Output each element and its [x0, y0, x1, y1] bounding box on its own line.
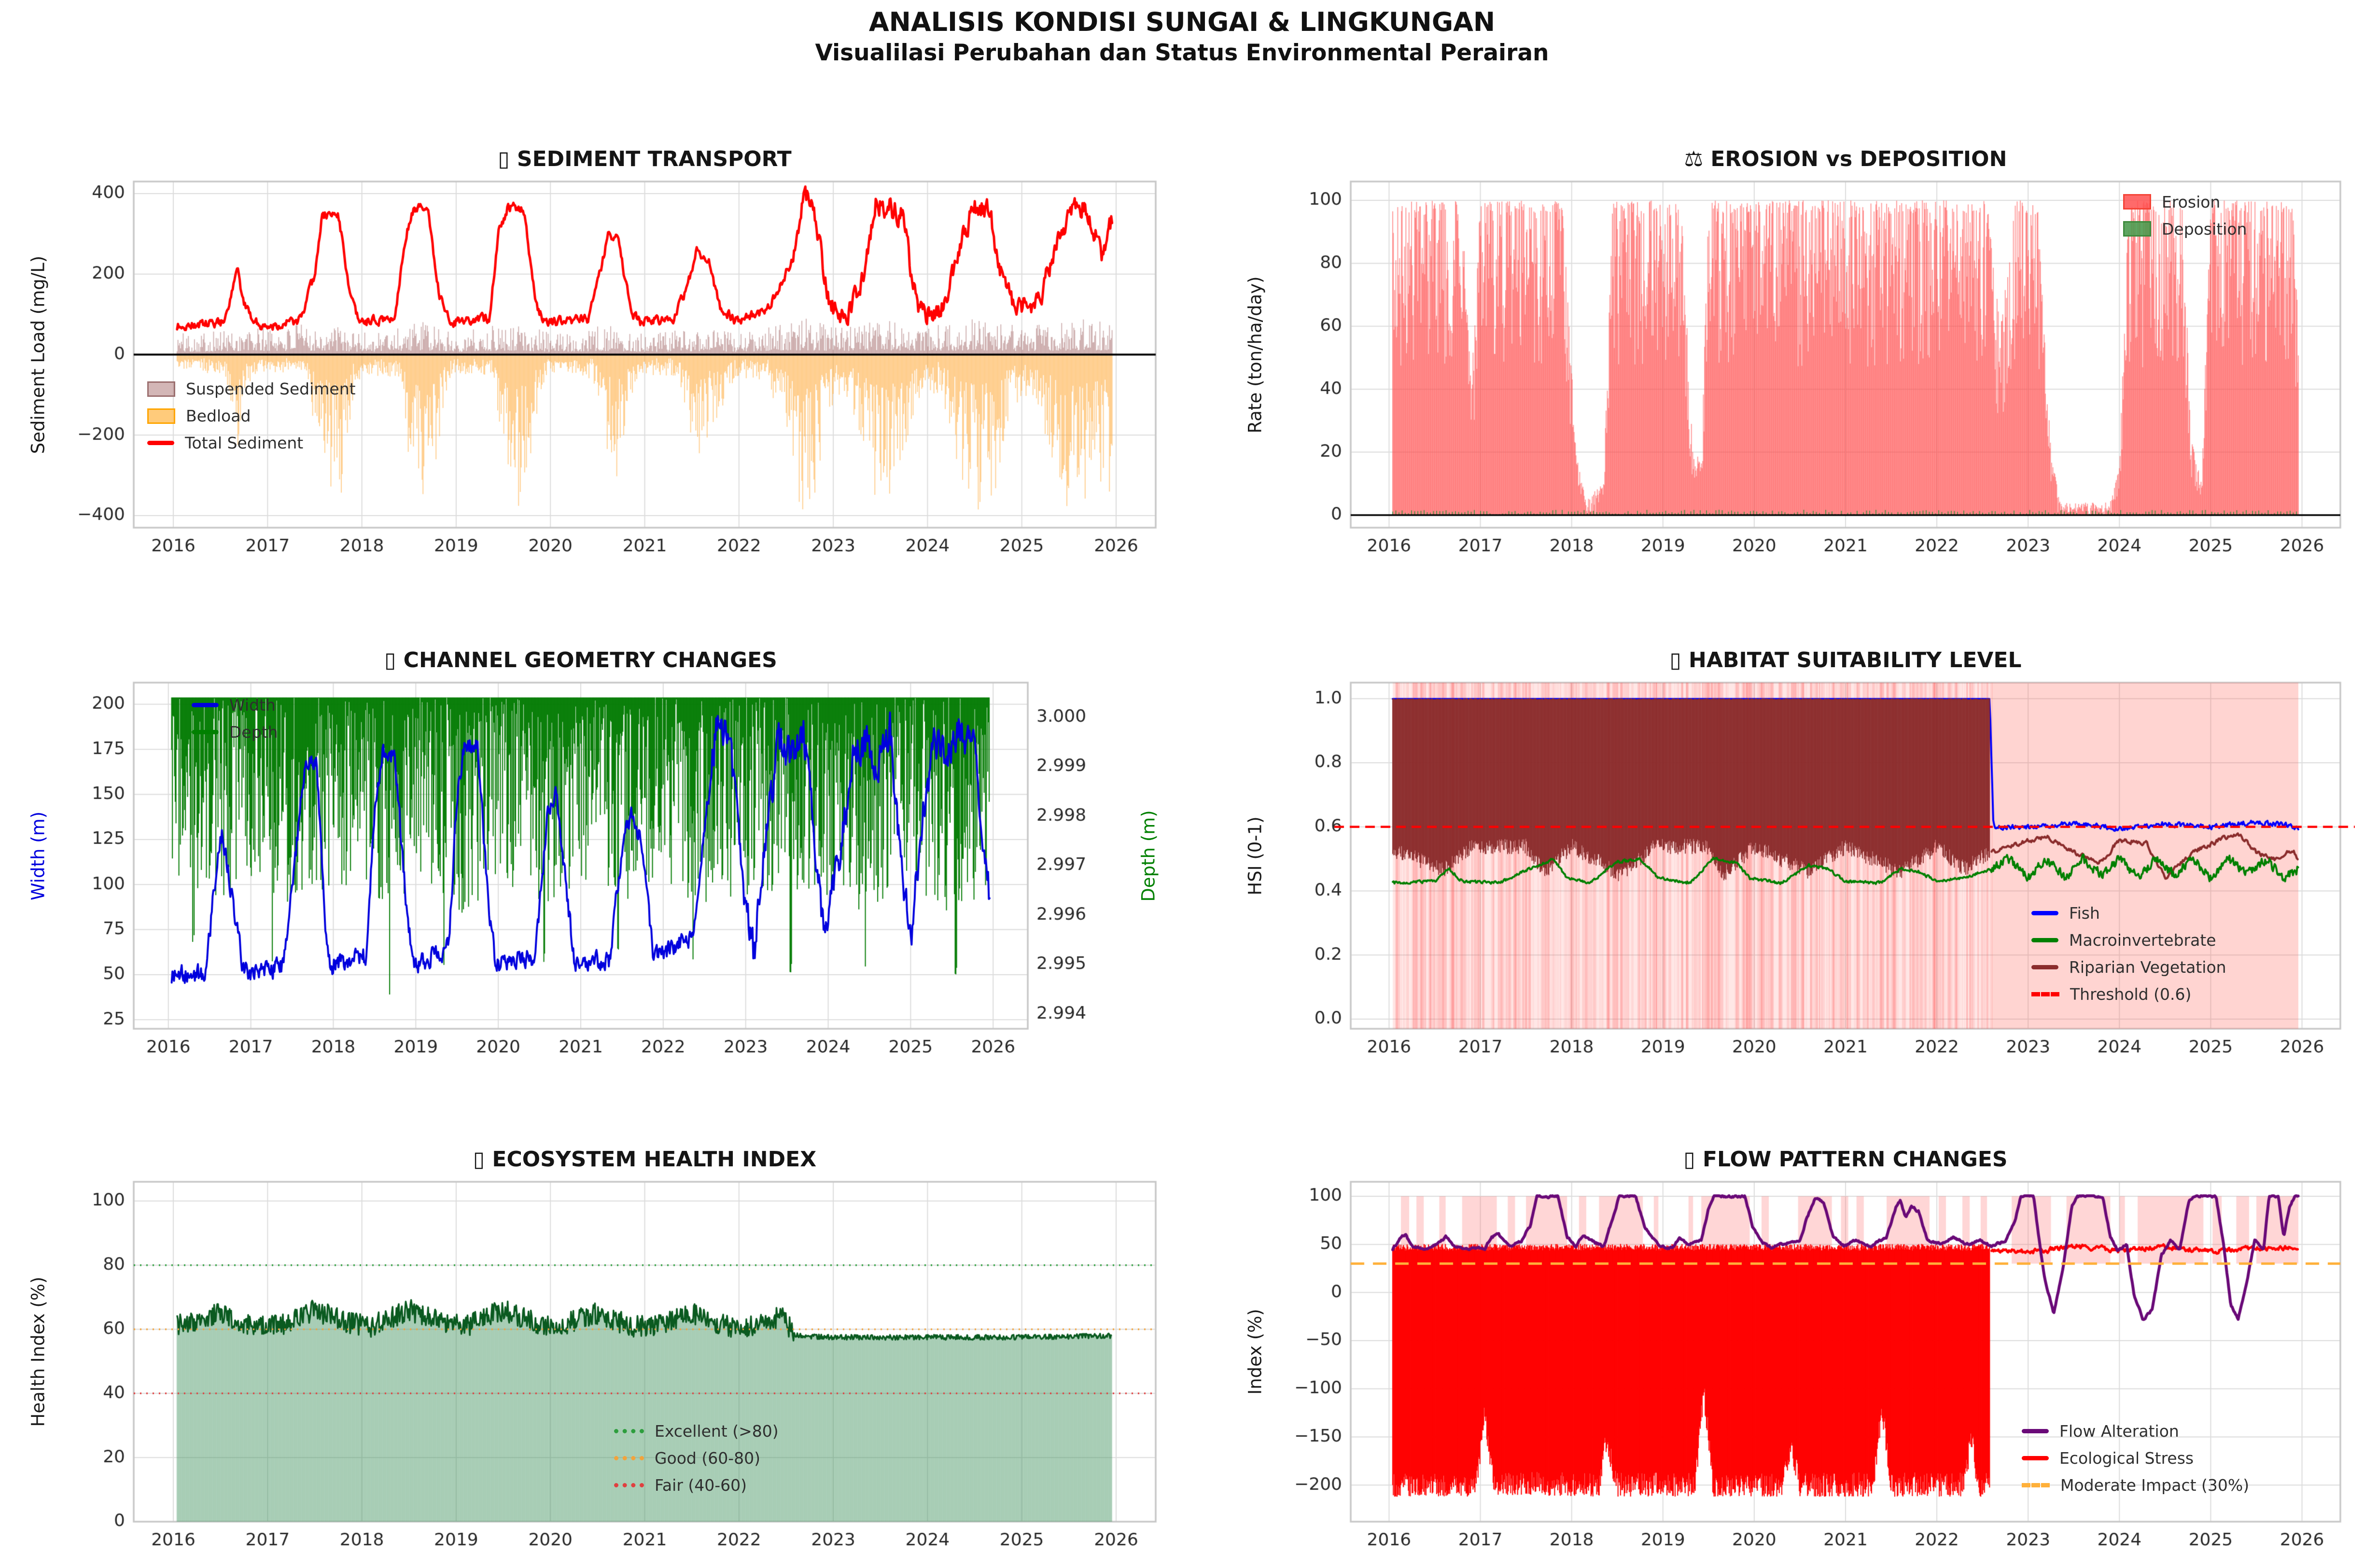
- legend-label: Suspended Sediment: [186, 379, 356, 399]
- legend-swatch-dotted-icon: [614, 1428, 644, 1433]
- figure-title: ANALISIS KONDISI SUNGAI & LINGKUNGAN: [868, 7, 1496, 37]
- plot-canvas-habitat-suitability: [1206, 676, 2355, 1073]
- legend-swatch-dashed-icon: [2031, 992, 2059, 996]
- legend-erosion-deposition: Erosion Deposition: [2123, 188, 2247, 242]
- legend-item: Flow Alteration: [2022, 1417, 2249, 1444]
- legend-label: Moderate Impact (30%): [2060, 1475, 2250, 1495]
- legend-swatch-patch-icon: [2123, 221, 2151, 237]
- legend-label: Fair (40-60): [654, 1475, 747, 1495]
- legend-label: Depth: [229, 722, 278, 742]
- legend-label: Riparian Vegetation: [2069, 957, 2226, 977]
- legend-label: Ecological Stress: [2059, 1448, 2194, 1468]
- panel-channel-geometry: ▯ CHANNEL GEOMETRY CHANGES Width (m) Dep…: [11, 646, 1185, 1073]
- plot-canvas-channel-geometry: [11, 676, 1185, 1073]
- legend-item: Fish: [2031, 899, 2226, 926]
- legend-item: Ecological Stress: [2022, 1444, 2249, 1471]
- legend-swatch-line-icon: [192, 702, 219, 707]
- legend-item: Good (60-80): [614, 1444, 779, 1471]
- panel-habitat-suitability: ▯ HABITAT SUITABILITY LEVEL HSI (0-1) Fi…: [1206, 646, 2355, 1073]
- legend-item: Width: [192, 691, 278, 718]
- legend-swatch-line-icon: [192, 729, 219, 734]
- panel-title-sediment-transport: ▯ SEDIMENT TRANSPORT: [498, 147, 792, 171]
- legend-swatch-patch-icon: [2123, 194, 2151, 210]
- panel-title-habitat-suitability: ▯ HABITAT SUITABILITY LEVEL: [1669, 648, 2022, 672]
- legend-item: Suspended Sediment: [147, 376, 356, 403]
- legend-item: Riparian Vegetation: [2031, 953, 2226, 980]
- legend-item: Excellent (>80): [614, 1417, 779, 1444]
- legend-swatch-dotted-icon: [614, 1483, 644, 1487]
- legend-swatch-dotted-icon: [614, 1456, 644, 1460]
- panel-title-channel-geometry: ▯ CHANNEL GEOMETRY CHANGES: [384, 648, 777, 672]
- plot-canvas-ecosystem-health: [11, 1175, 1185, 1566]
- panel-title-erosion-deposition: ⚖ EROSION vs DEPOSITION: [1684, 147, 2007, 171]
- legend-label: Excellent (>80): [654, 1421, 779, 1441]
- plot-canvas-flow-pattern: [1206, 1175, 2355, 1566]
- plot-canvas-sediment-transport: [11, 175, 1185, 572]
- legend-swatch-line-icon: [2022, 1428, 2049, 1433]
- legend-swatch-line-icon: [2031, 938, 2058, 942]
- legend-ecosystem-health: Excellent (>80) Good (60-80) Fair (40-60): [614, 1417, 779, 1498]
- legend-label: Threshold (0.6): [2070, 984, 2192, 1004]
- legend-label: Erosion: [2162, 192, 2221, 211]
- legend-item: Moderate Impact (30%): [2022, 1471, 2249, 1498]
- legend-label: Deposition: [2162, 219, 2247, 238]
- legend-flow-pattern: Flow Alteration Ecological Stress Moderate…: [2022, 1417, 2249, 1498]
- legend-swatch-patch-icon: [147, 381, 175, 397]
- legend-label: Bedload: [186, 406, 251, 426]
- legend-item: Deposition: [2123, 215, 2247, 242]
- panel-sediment-transport: ▯ SEDIMENT TRANSPORT Sediment Load (mg/L…: [11, 145, 1185, 572]
- legend-label: Fish: [2069, 903, 2100, 923]
- legend-label: Good (60-80): [654, 1448, 761, 1468]
- legend-swatch-line-icon: [2031, 965, 2058, 969]
- legend-channel-geometry: Width Depth: [192, 691, 278, 745]
- legend-swatch-dashed-icon: [2022, 1483, 2050, 1487]
- panel-ecosystem-health: ▯ ECOSYSTEM HEALTH INDEX Health Index (%…: [11, 1145, 1185, 1566]
- legend-item: Depth: [192, 718, 278, 745]
- legend-label: Flow Alteration: [2059, 1421, 2179, 1441]
- legend-label: Total Sediment: [185, 434, 304, 453]
- panel-flow-pattern: ▯ FLOW PATTERN CHANGES Index (%) Flow Al…: [1206, 1145, 2355, 1566]
- legend-swatch-line-icon: [2031, 910, 2058, 915]
- legend-item: Erosion: [2123, 188, 2247, 215]
- legend-item: Threshold (0.6): [2031, 980, 2226, 1008]
- legend-label: Macroinvertebrate: [2069, 930, 2216, 950]
- panel-erosion-deposition: ⚖ EROSION vs DEPOSITION Rate (ton/ha/day…: [1206, 145, 2355, 572]
- legend-item: Macroinvertebrate: [2031, 926, 2226, 953]
- panel-title-flow-pattern: ▯ FLOW PATTERN CHANGES: [1683, 1147, 2008, 1172]
- legend-item: Fair (40-60): [614, 1471, 779, 1498]
- figure-subtitle: Visualilasi Perubahan dan Status Environ…: [815, 40, 1549, 66]
- legend-item: Total Sediment: [147, 430, 356, 457]
- panel-title-ecosystem-health: ▯ ECOSYSTEM HEALTH INDEX: [473, 1147, 817, 1172]
- legend-swatch-line-icon: [147, 441, 174, 446]
- legend-swatch-patch-icon: [147, 408, 175, 424]
- plot-canvas-erosion-deposition: [1206, 175, 2355, 572]
- legend-item: Bedload: [147, 403, 356, 430]
- legend-swatch-line-icon: [2022, 1456, 2049, 1460]
- legend-sediment-transport: Suspended Sediment Bedload Total Sediment: [147, 376, 356, 457]
- legend-label: Width: [229, 695, 276, 714]
- legend-habitat-suitability: Fish Macroinvertebrate Riparian Vegetation…: [2031, 899, 2226, 1008]
